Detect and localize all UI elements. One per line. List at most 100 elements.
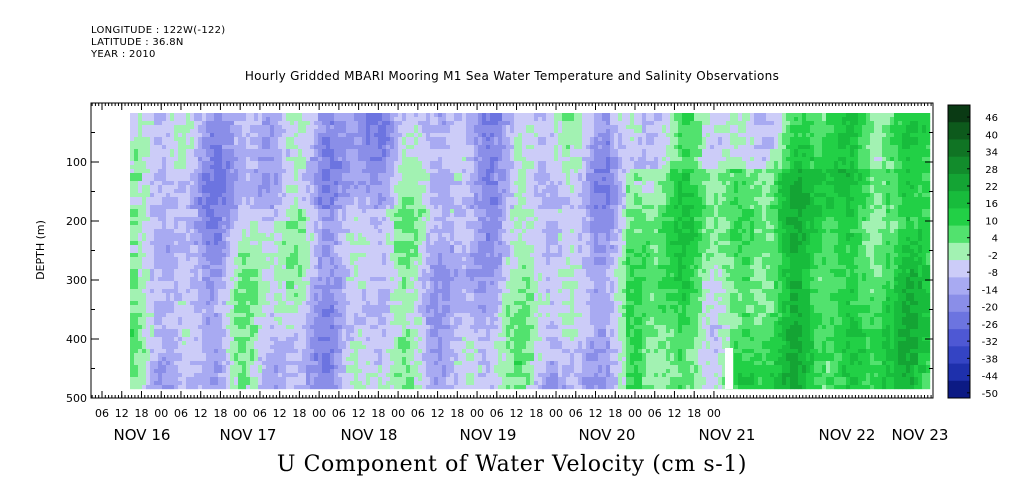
field-cell — [290, 209, 295, 214]
field-cell — [282, 229, 287, 234]
field-cell — [214, 217, 219, 222]
field-cell — [326, 125, 331, 130]
field-cell — [338, 153, 343, 158]
field-cell — [210, 213, 215, 218]
field-cell — [162, 233, 167, 238]
field-cell — [274, 337, 279, 342]
field-cell — [298, 233, 303, 238]
field-cell — [290, 193, 295, 198]
field-cell — [394, 309, 399, 314]
field-cell — [222, 197, 227, 202]
field-cell — [366, 245, 371, 250]
field-cell — [350, 225, 355, 230]
field-cell — [358, 201, 363, 206]
field-cell — [334, 141, 339, 146]
field-cell — [314, 333, 319, 338]
field-cell — [406, 269, 411, 274]
field-cell — [306, 349, 311, 354]
field-cell — [258, 237, 263, 242]
field-cell — [290, 121, 295, 126]
field-cell — [186, 301, 191, 306]
field-cell — [310, 213, 315, 218]
field-cell — [230, 325, 235, 330]
field-cell — [230, 377, 235, 382]
field-cell — [222, 133, 227, 138]
field-cell — [190, 113, 195, 118]
field-cell — [378, 229, 383, 234]
field-cell — [330, 145, 335, 150]
field-cell — [258, 301, 263, 306]
field-cell — [414, 365, 419, 370]
field-cell — [354, 129, 359, 134]
field-cell — [214, 113, 219, 118]
field-cell — [298, 345, 303, 350]
field-cell — [258, 201, 263, 206]
field-cell — [334, 381, 339, 386]
field-cell — [158, 237, 163, 242]
field-cell — [234, 117, 239, 122]
field-cell — [238, 313, 243, 318]
field-cell — [370, 213, 375, 218]
field-cell — [246, 189, 251, 194]
field-cell — [282, 277, 287, 282]
field-cell — [246, 225, 251, 230]
field-cell — [130, 277, 135, 282]
field-cell — [182, 213, 187, 218]
field-cell — [394, 353, 399, 358]
field-cell — [246, 345, 251, 350]
field-cell — [162, 289, 167, 294]
field-cell — [350, 189, 355, 194]
field-cell — [230, 321, 235, 326]
field-cell — [150, 241, 155, 246]
field-cell — [182, 325, 187, 330]
field-cell — [302, 157, 307, 162]
field-cell — [150, 353, 155, 358]
field-cell — [214, 277, 219, 282]
field-cell — [138, 181, 143, 186]
field-cell — [210, 361, 215, 366]
field-cell — [362, 169, 367, 174]
field-cell — [302, 377, 307, 382]
field-cell — [314, 225, 319, 230]
field-cell — [370, 173, 375, 178]
field-cell — [398, 365, 403, 370]
field-cell — [238, 349, 243, 354]
field-cell — [298, 157, 303, 162]
field-cell — [302, 285, 307, 290]
field-cell — [274, 353, 279, 358]
field-cell — [258, 193, 263, 198]
field-cell — [190, 221, 195, 226]
field-cell — [342, 145, 347, 150]
field-cell — [250, 365, 255, 370]
field-cell — [174, 289, 179, 294]
field-cell — [142, 305, 147, 310]
field-cell — [190, 213, 195, 218]
field-cell — [178, 305, 183, 310]
field-cell — [258, 161, 263, 166]
field-cell — [358, 333, 363, 338]
field-cell — [382, 325, 387, 330]
field-cell — [378, 225, 383, 230]
field-cell — [302, 345, 307, 350]
field-cell — [258, 321, 263, 326]
field-cell — [378, 173, 383, 178]
field-cell — [322, 249, 327, 254]
field-cell — [402, 349, 407, 354]
field-cell — [150, 237, 155, 242]
field-cell — [306, 329, 311, 334]
field-cell — [274, 365, 279, 370]
field-cell — [206, 245, 211, 250]
field-cell — [338, 189, 343, 194]
field-cell — [282, 237, 287, 242]
field-cell — [130, 333, 135, 338]
field-cell — [390, 161, 395, 166]
field-cell — [346, 333, 351, 338]
field-cell — [206, 117, 211, 122]
field-cell — [302, 329, 307, 334]
field-cell — [334, 189, 339, 194]
field-cell — [402, 381, 407, 386]
field-cell — [290, 373, 295, 378]
field-cell — [290, 309, 295, 314]
field-cell — [330, 249, 335, 254]
field-cell — [282, 345, 287, 350]
